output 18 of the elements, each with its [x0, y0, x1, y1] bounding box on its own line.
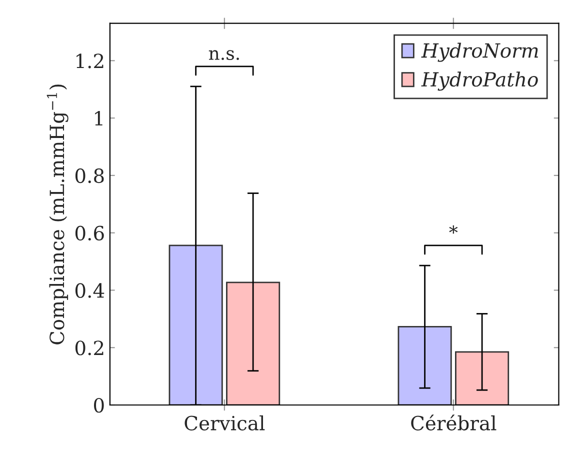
- y-tick-label: 0.6: [75, 226, 104, 240]
- x-tick-label: Cérébral: [411, 414, 496, 430]
- y-tick-label: 1: [95, 111, 102, 126]
- bar: [168, 244, 223, 405]
- x-tick-label: Cervical: [184, 415, 265, 430]
- annotation: *: [449, 225, 458, 234]
- y-axis-title: Compliance (mL.mmHg$^{−1}$): [46, 84, 68, 344]
- y-tick-label: 1.2: [76, 54, 104, 68]
- y-tick-label: 0.2: [75, 340, 104, 356]
- legend-label: HydroNorm: [421, 42, 538, 62]
- bar: [226, 282, 280, 405]
- bar: [398, 326, 452, 405]
- y-tick-label: 0.4: [75, 283, 104, 298]
- y-tick-label: 0.8: [75, 168, 104, 184]
- y-tick-label: 0: [94, 398, 104, 413]
- legend-label: HydroPatho: [421, 72, 538, 91]
- bar: [455, 351, 510, 405]
- annotation: n.s.: [208, 50, 239, 60]
